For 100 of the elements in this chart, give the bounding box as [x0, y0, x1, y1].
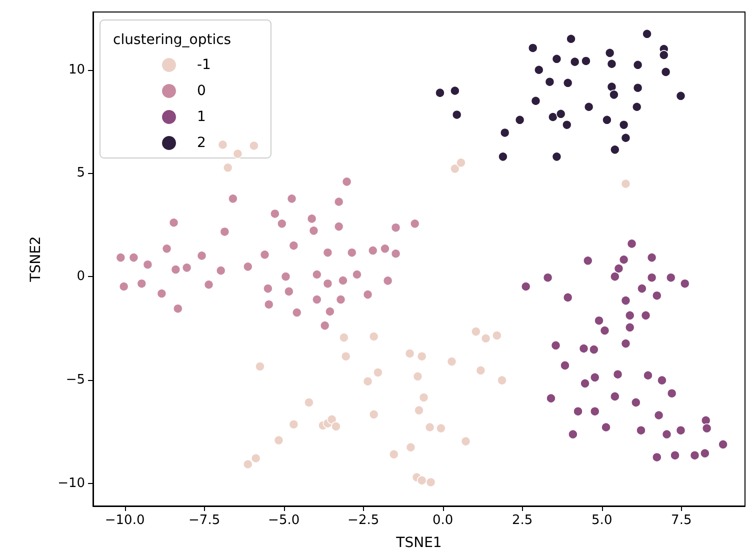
point: [347, 248, 357, 258]
point: [288, 240, 299, 250]
point: [552, 152, 562, 162]
point: [334, 196, 344, 207]
point: [594, 316, 604, 326]
point: [600, 326, 610, 336]
point: [260, 250, 270, 260]
point: [340, 351, 351, 362]
point: [676, 91, 686, 101]
point: [173, 304, 183, 314]
point: [128, 252, 139, 262]
point: [552, 54, 562, 64]
point: [534, 64, 544, 75]
y-axis-title: TSNE2: [28, 236, 44, 283]
point: [590, 406, 600, 416]
x-tick-label: 7.5: [671, 513, 692, 528]
point: [339, 332, 349, 342]
point: [414, 405, 424, 416]
point: [416, 475, 427, 486]
point: [292, 308, 302, 318]
point: [562, 120, 572, 130]
point: [614, 264, 624, 274]
point: [277, 218, 287, 229]
point: [116, 252, 126, 262]
point: [286, 194, 297, 204]
point: [550, 340, 561, 350]
point: [620, 178, 631, 189]
x-tick-label: −10.0: [104, 513, 145, 528]
point: [162, 244, 172, 254]
point: [368, 332, 379, 342]
point: [497, 375, 507, 386]
point: [660, 67, 671, 77]
point: [643, 370, 653, 380]
point: [654, 410, 664, 420]
point: [642, 29, 652, 39]
point: [450, 164, 460, 174]
x-tick-label: −7.5: [188, 513, 220, 528]
point: [624, 310, 635, 320]
point: [631, 398, 641, 408]
point: [424, 422, 435, 432]
point: [342, 176, 352, 187]
point: [657, 375, 667, 386]
point: [320, 320, 330, 330]
point: [216, 266, 226, 276]
point: [666, 388, 677, 398]
point: [560, 360, 570, 370]
point: [652, 290, 662, 300]
point: [581, 56, 591, 66]
point: [406, 442, 416, 452]
point: [618, 254, 629, 265]
point: [306, 214, 317, 224]
point: [632, 82, 643, 93]
point: [589, 344, 599, 354]
point: [620, 132, 631, 143]
point: [255, 362, 265, 372]
point: [702, 423, 712, 434]
point: [582, 256, 593, 266]
point: [604, 48, 615, 58]
point: [452, 110, 462, 120]
point: [544, 76, 555, 87]
point: [601, 422, 611, 432]
point: [662, 429, 672, 440]
point: [602, 114, 612, 125]
point: [373, 368, 383, 378]
point: [362, 376, 373, 386]
point: [435, 88, 445, 98]
point: [338, 276, 348, 286]
point: [492, 330, 502, 340]
point: [331, 422, 341, 432]
point: [606, 82, 617, 92]
point: [446, 356, 457, 366]
point: [412, 372, 423, 382]
point: [700, 448, 710, 458]
point: [270, 208, 280, 219]
point: [334, 222, 344, 232]
point: [670, 450, 680, 460]
point: [312, 270, 322, 280]
point: [250, 453, 261, 464]
legend-label: 0: [197, 83, 206, 99]
point: [326, 414, 337, 424]
point: [274, 435, 284, 446]
point: [264, 300, 274, 310]
point: [652, 452, 662, 462]
point: [620, 338, 631, 348]
point: [636, 425, 646, 436]
point: [528, 43, 538, 53]
point: [659, 50, 669, 60]
point: [450, 86, 460, 96]
point: [590, 372, 600, 382]
point: [632, 60, 643, 70]
x-tick-label: 2.5: [512, 513, 533, 528]
point: [568, 429, 578, 440]
point: [520, 282, 531, 292]
point: [640, 310, 651, 320]
point: [410, 218, 420, 229]
x-tick-label: −2.5: [348, 513, 380, 528]
y-tick-label: 0: [76, 269, 85, 284]
legend-title: clustering_optics: [113, 32, 232, 48]
point: [498, 152, 508, 162]
point: [243, 262, 253, 272]
